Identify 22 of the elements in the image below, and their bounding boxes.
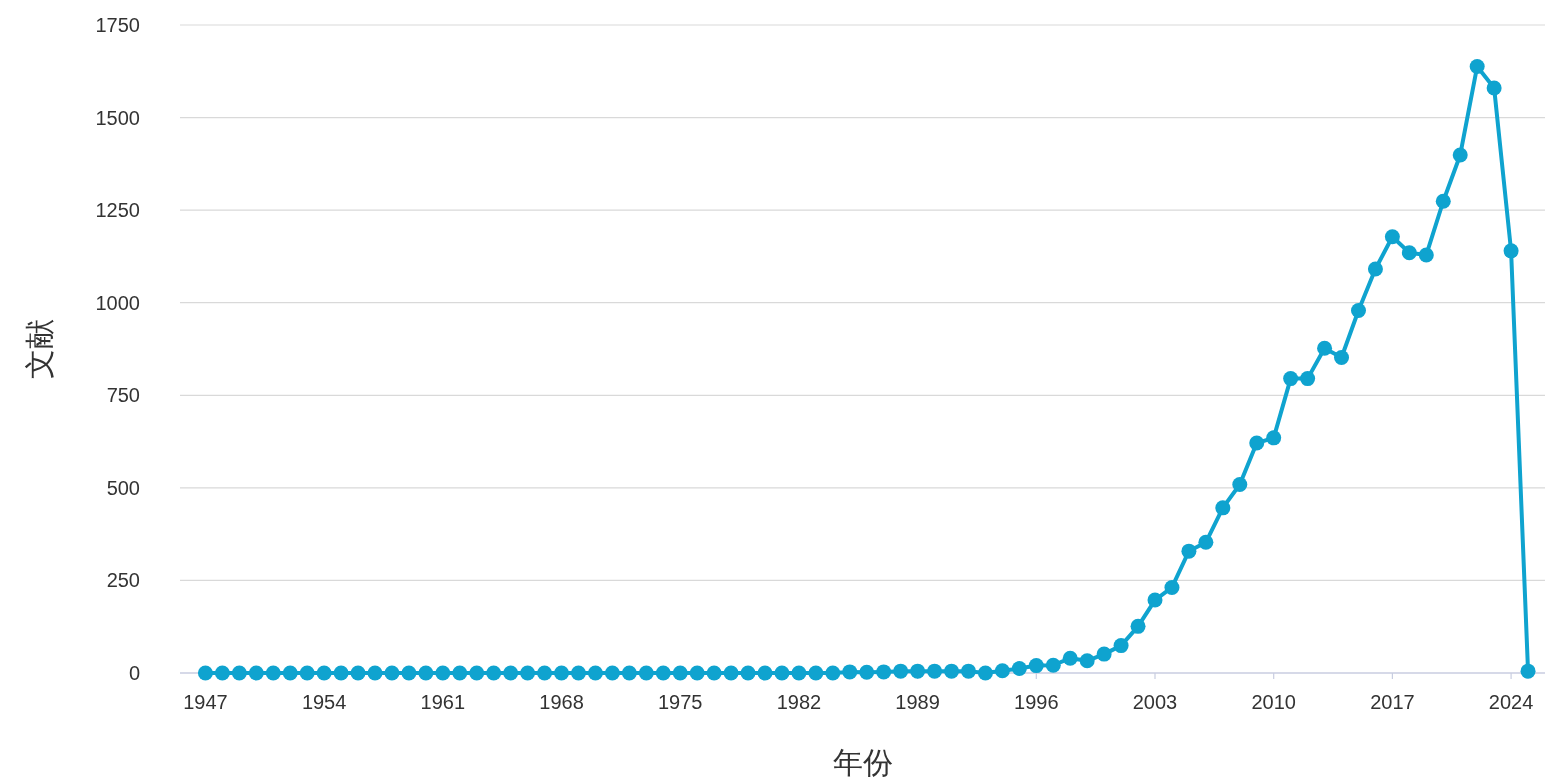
x-tick-label: 2010: [1251, 691, 1296, 713]
y-axis-title: 文献: [23, 319, 56, 379]
x-tick-label: 1947: [183, 691, 228, 713]
x-tick-label: 2024: [1488, 691, 1534, 713]
y-tick-label: 1750: [95, 14, 140, 36]
y-tick-label: 250: [106, 569, 140, 592]
x-tick-label: 1989: [895, 691, 940, 713]
x-tick-label: 1996: [1014, 691, 1059, 713]
x-tick-label: 1961: [420, 691, 466, 713]
x-tick-label: 1975: [657, 691, 703, 713]
x-tick-label: 1968: [539, 691, 584, 713]
x-tick-label: 1954: [301, 691, 347, 713]
y-tick-label: 0: [128, 662, 140, 684]
x-tick-label: 1982: [776, 691, 822, 713]
y-tick-label: 1000: [95, 291, 140, 314]
y-tick-label: 500: [106, 476, 140, 499]
y-tick-label: 1500: [95, 106, 140, 129]
x-tick-label: 2003: [1132, 691, 1178, 713]
y-tick-label: 1250: [95, 199, 140, 222]
x-tick-label: 2017: [1370, 691, 1415, 713]
y-tick-label: 750: [106, 384, 140, 407]
x-axis-title: 年份: [832, 746, 893, 779]
